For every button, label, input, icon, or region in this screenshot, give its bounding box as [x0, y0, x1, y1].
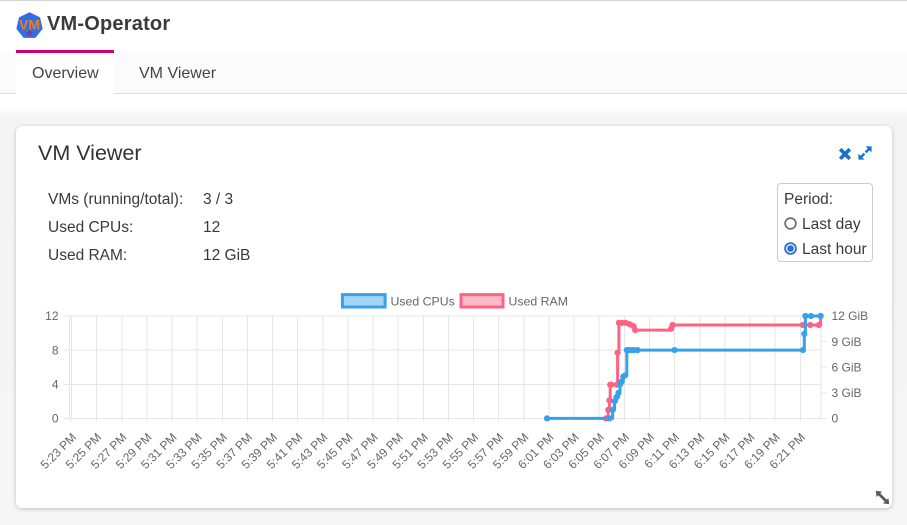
svg-text:9 GiB: 9 GiB	[832, 335, 862, 349]
svg-text:3 GiB: 3 GiB	[832, 386, 862, 400]
svg-text:12: 12	[45, 309, 59, 323]
svg-text:VM: VM	[19, 17, 40, 33]
svg-text:12 GiB: 12 GiB	[832, 309, 869, 323]
svg-text:0: 0	[832, 412, 839, 426]
svg-text:8: 8	[52, 343, 59, 357]
svg-text:Used CPUs: Used CPUs	[391, 294, 455, 308]
svg-text:6 GiB: 6 GiB	[832, 360, 862, 374]
svg-text:Used RAM: Used RAM	[509, 294, 568, 308]
svg-text:4: 4	[52, 378, 59, 392]
svg-text:0: 0	[52, 412, 59, 426]
